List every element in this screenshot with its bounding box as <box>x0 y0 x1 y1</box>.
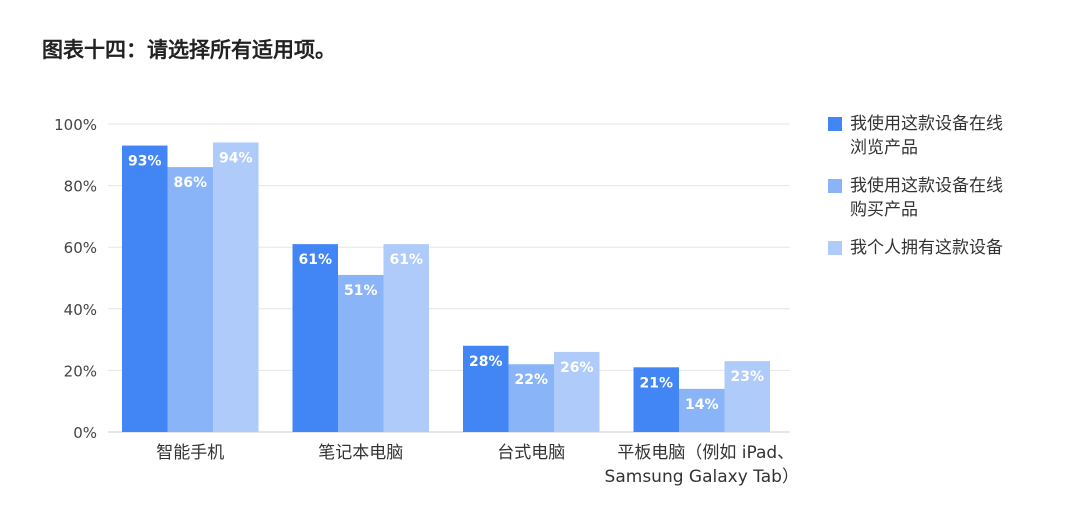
y-tick-label: 0% <box>73 424 97 442</box>
bar-3 <box>213 142 259 433</box>
legend-label-line: 我个人拥有这款设备 <box>850 238 1003 258</box>
legend-label-line: 浏览产品 <box>850 138 918 158</box>
bar-value-label: 94% <box>219 150 253 166</box>
category-label: Samsung Galaxy Tab） <box>605 467 799 487</box>
legend-item: 我使用这款设备在线 购买产品 <box>828 174 1058 222</box>
bar-value-label: 21% <box>639 375 673 391</box>
bar-2 <box>679 388 725 432</box>
legend-item: 我使用这款设备在线 浏览产品 <box>828 112 1058 160</box>
bar-3 <box>383 244 429 432</box>
category-label: 台式电脑 <box>497 443 565 463</box>
bar-value-label: 28% <box>469 354 503 370</box>
y-tick-label: 20% <box>64 362 97 380</box>
bar-2 <box>167 167 213 432</box>
bar-2 <box>508 364 554 432</box>
bar-value-label: 61% <box>298 252 332 268</box>
bar-1 <box>463 345 509 432</box>
legend-item: 我个人拥有这款设备 <box>828 236 1058 260</box>
category-label: 笔记本电脑 <box>318 443 403 463</box>
bar-1 <box>292 244 338 432</box>
bar-value-label: 26% <box>560 360 594 376</box>
bar-1 <box>633 367 679 432</box>
bar-value-label: 93% <box>128 154 162 170</box>
bar-3 <box>554 351 600 432</box>
legend-label-line: 我使用这款设备在线 <box>850 176 1003 196</box>
legend-label-line: 购买产品 <box>850 200 918 220</box>
chart-title: 图表十四：请选择所有适用项。 <box>42 38 336 62</box>
y-tick-label: 80% <box>64 178 97 196</box>
bar-value-label: 14% <box>685 397 719 413</box>
bar-value-label: 51% <box>344 283 378 299</box>
legend-label: 我使用这款设备在线 购买产品 <box>850 174 1025 222</box>
y-tick-label: 100% <box>54 116 97 134</box>
legend-label: 我个人拥有这款设备 <box>850 236 1025 260</box>
legend-swatch <box>828 241 842 255</box>
bar-1 <box>122 145 168 432</box>
bar-value-label: 61% <box>389 252 423 268</box>
bar-2 <box>338 274 384 432</box>
bar-value-label: 23% <box>730 369 764 385</box>
y-tick-label: 40% <box>64 301 97 319</box>
bar-value-label: 86% <box>173 175 207 191</box>
chart-legend: 我使用这款设备在线 浏览产品 我使用这款设备在线 购买产品 我个人拥有这款设备 <box>828 112 1058 274</box>
bar-value-label: 22% <box>514 372 548 388</box>
y-tick-label: 60% <box>64 239 97 257</box>
legend-label-line: 我使用这款设备在线 <box>850 114 1003 134</box>
category-label: 智能手机 <box>156 443 224 463</box>
bar-3 <box>724 361 770 432</box>
legend-label: 我使用这款设备在线 浏览产品 <box>850 112 1025 160</box>
category-label: 平板电脑（例如 iPad、 <box>617 443 794 463</box>
legend-swatch <box>828 117 842 131</box>
legend-swatch <box>828 179 842 193</box>
